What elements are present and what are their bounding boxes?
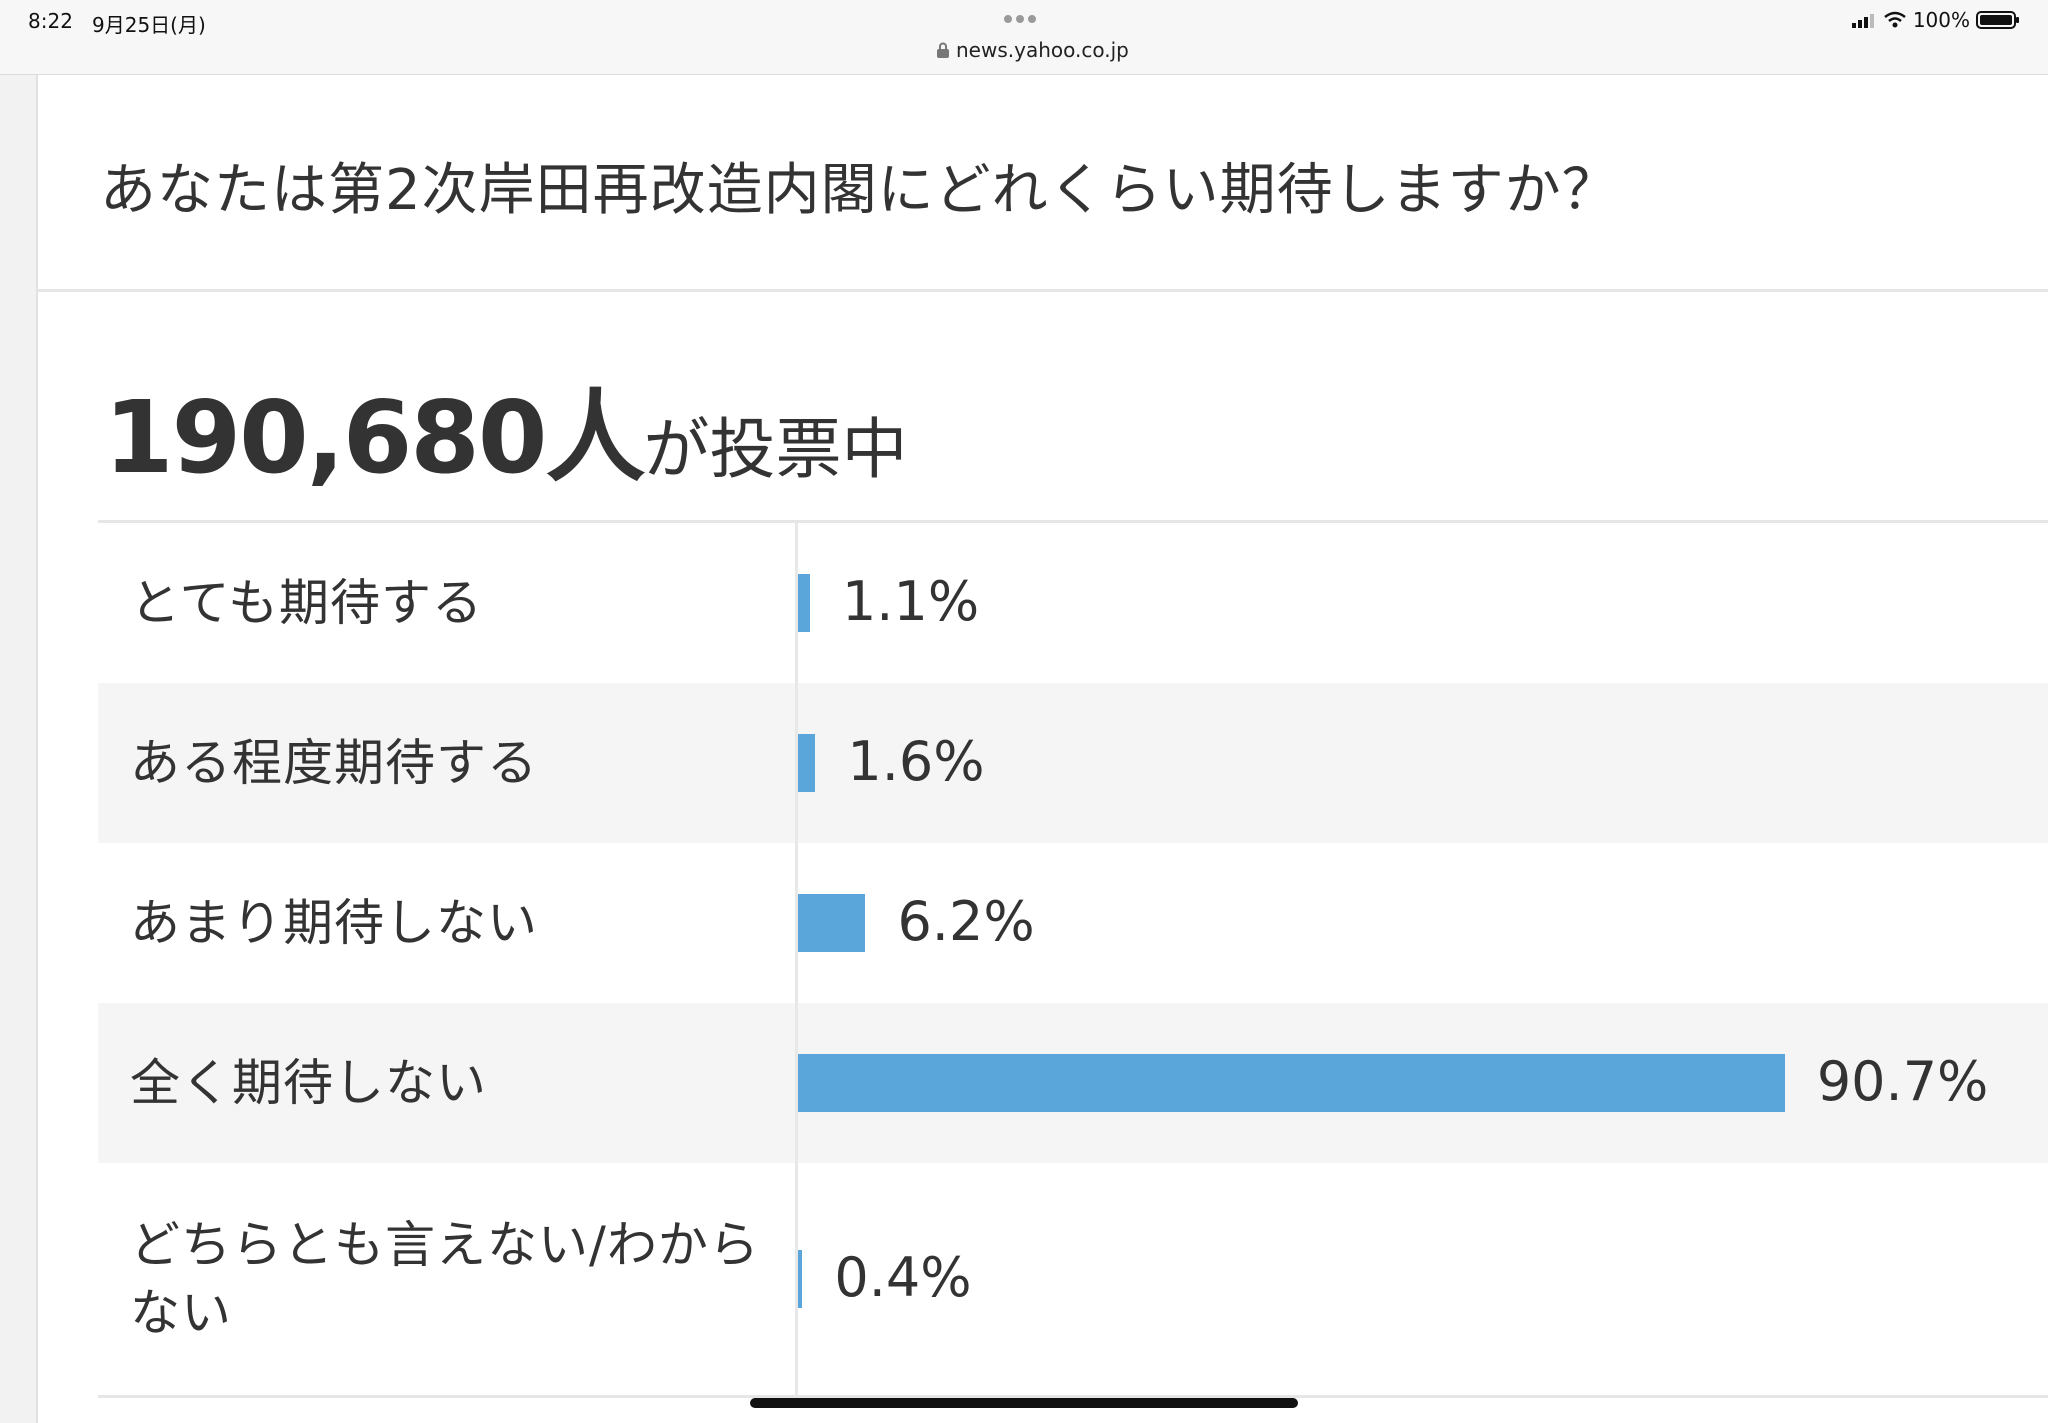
wifi-icon (1884, 11, 1906, 28)
status-bar: 8:22 9月25日(月) news.yahoo.co.jp 100% (0, 0, 2048, 75)
vote-count-heading: 190,680人が投票中 (104, 356, 907, 501)
result-percent: 1.6% (847, 730, 985, 793)
column-divider (795, 683, 798, 843)
result-percent: 6.2% (897, 890, 1035, 953)
results-bottom-border (98, 1395, 2048, 1398)
result-bar (798, 1054, 1785, 1112)
multitasking-dots-icon[interactable] (1004, 8, 1044, 23)
poll-question: あなたは第2次岸田再改造内閣にどれくらい期待しますか？ (100, 158, 1619, 223)
result-bar (798, 1250, 803, 1308)
signal-icon (1851, 14, 1874, 28)
page-left-margin (0, 75, 38, 1423)
result-row: あまり期待しない 6.2% (98, 843, 2048, 1003)
option-label: 全く期待しない (130, 1054, 487, 1112)
result-percent: 0.4% (834, 1246, 972, 1309)
status-date: 9月25日(月) (92, 13, 206, 37)
column-divider (795, 1163, 798, 1395)
result-row: 全く期待しない 90.7% (98, 1003, 2048, 1163)
status-indicators: 100% (1851, 8, 2020, 32)
battery-percent: 100% (1912, 8, 1970, 32)
vote-count: 190,680人 (104, 379, 645, 496)
result-percent: 90.7% (1816, 1050, 1989, 1113)
result-bar (798, 734, 816, 792)
address-bar[interactable]: news.yahoo.co.jp (936, 38, 1129, 62)
home-indicator[interactable] (750, 1398, 1298, 1408)
option-label: どちらとも言えない/わからない (130, 1216, 760, 1342)
url-text: news.yahoo.co.jp (956, 38, 1129, 62)
result-row: ある程度期待する 1.6% (98, 683, 2048, 843)
vote-count-suffix: が投票中 (643, 411, 908, 488)
option-label: あまり期待しない (130, 894, 538, 952)
battery-icon (1976, 11, 2019, 29)
option-label: とても期待する (130, 574, 483, 632)
result-bar (798, 574, 810, 632)
lock-icon (937, 42, 949, 58)
option-label: ある程度期待する (130, 734, 538, 792)
result-row: とても期待する 1.1% (98, 523, 2048, 683)
result-row: どちらとも言えない/わからない 0.4% (98, 1163, 2048, 1395)
question-panel: あなたは第2次岸田再改造内閣にどれくらい期待しますか？ (38, 75, 2048, 292)
result-percent: 1.1% (841, 570, 980, 633)
result-bar (798, 894, 866, 952)
column-divider (795, 523, 798, 683)
column-divider (795, 1003, 798, 1163)
poll-results-chart: とても期待する 1.1% ある程度期待する 1.6% あまり期待しない 6.2% 全く期待し… (98, 520, 2048, 1395)
status-time: 8:22 (28, 9, 73, 33)
column-divider (795, 843, 798, 1003)
